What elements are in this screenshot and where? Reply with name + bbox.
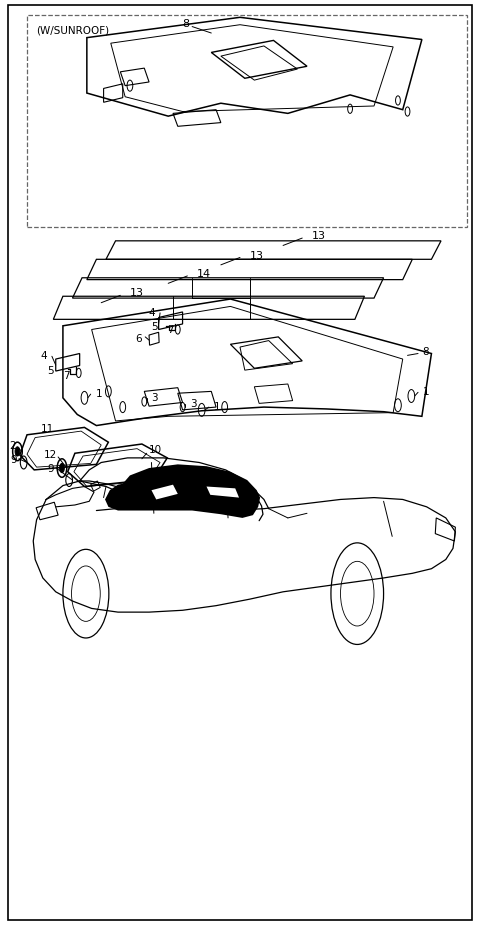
Polygon shape xyxy=(206,487,239,498)
Text: 6: 6 xyxy=(136,334,142,344)
Circle shape xyxy=(60,463,64,473)
Text: 7: 7 xyxy=(167,326,174,336)
Text: 2: 2 xyxy=(9,441,16,450)
Text: 10: 10 xyxy=(149,445,162,454)
Text: 1: 1 xyxy=(96,389,102,400)
Text: 13: 13 xyxy=(130,289,144,299)
Polygon shape xyxy=(105,464,260,518)
Text: 13: 13 xyxy=(312,231,326,241)
Text: 3: 3 xyxy=(152,393,158,403)
Text: 1: 1 xyxy=(423,388,430,398)
Text: 5: 5 xyxy=(152,322,158,332)
Text: 1: 1 xyxy=(214,402,220,412)
Text: 12: 12 xyxy=(44,450,57,460)
Text: (W/SUNROOF): (W/SUNROOF) xyxy=(36,25,110,35)
Text: 14: 14 xyxy=(197,269,211,279)
Text: 8: 8 xyxy=(422,347,429,357)
FancyBboxPatch shape xyxy=(27,15,468,227)
Text: 4: 4 xyxy=(40,352,47,362)
Polygon shape xyxy=(152,485,178,500)
Text: 13: 13 xyxy=(250,251,264,261)
Text: 3: 3 xyxy=(190,400,196,409)
Text: 11: 11 xyxy=(40,425,54,434)
Text: 7: 7 xyxy=(63,371,70,381)
Text: 4: 4 xyxy=(148,308,155,318)
Text: 5: 5 xyxy=(48,366,54,376)
Text: 9: 9 xyxy=(10,455,17,464)
Text: 9: 9 xyxy=(48,464,54,474)
Circle shape xyxy=(15,447,20,456)
Text: 8: 8 xyxy=(182,18,190,29)
